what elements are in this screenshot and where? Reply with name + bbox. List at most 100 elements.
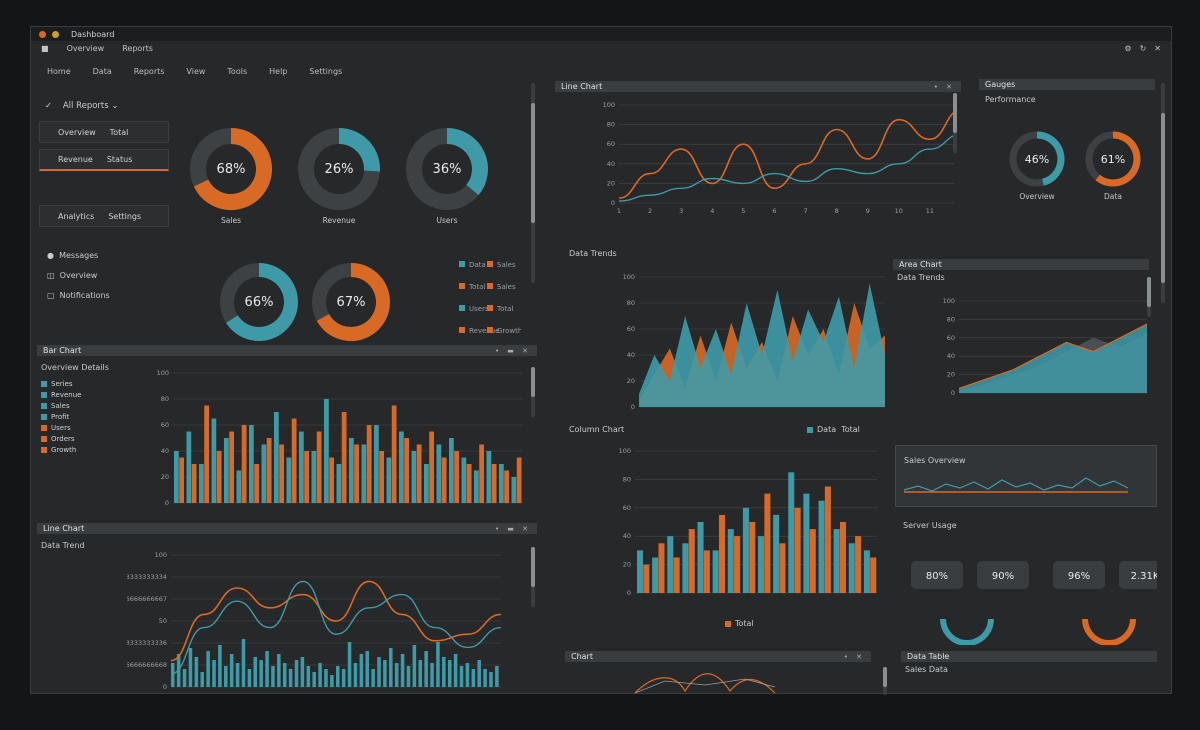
- refresh-icon[interactable]: ↻: [1139, 43, 1147, 53]
- bar-teal: [848, 543, 855, 593]
- bar-orange: [216, 451, 222, 503]
- axis-tick-label: 0: [163, 683, 167, 691]
- menu-item[interactable]: Settings: [309, 67, 343, 76]
- bar-teal: [311, 451, 317, 503]
- bar-teal: [667, 536, 674, 593]
- panel-title: Bar Chart: [43, 346, 82, 355]
- bar-teal: [299, 431, 304, 503]
- legend-swatch: [41, 392, 47, 398]
- panel-controls[interactable]: • ▬ ✕: [494, 346, 531, 355]
- bar-teal: [394, 663, 399, 687]
- sidebar-item-analytics[interactable]: Analytics Settings: [39, 205, 169, 227]
- menu-item[interactable]: Tools: [227, 67, 248, 76]
- legend-swatch: [459, 283, 465, 289]
- line-chart-panel: Line Chart• ✕ 02040608010012345678910111…: [555, 81, 961, 231]
- bar-orange: [366, 425, 372, 503]
- bar-teal: [758, 536, 765, 593]
- bar-teal: [833, 529, 840, 593]
- axis-tick-label: 0: [631, 403, 635, 411]
- legend-label: Sales: [51, 402, 70, 410]
- tab-reports[interactable]: Reports: [122, 43, 153, 53]
- axis-tick-label: 100: [155, 551, 167, 559]
- axis-tick-label: 100: [157, 369, 169, 377]
- scrollbar[interactable]: [883, 667, 887, 695]
- area-chart: 0 20 40 60 80 100: [623, 273, 885, 411]
- legend-swatch: [41, 436, 47, 442]
- bar-teal: [742, 507, 749, 593]
- x-tick-label: 10: [895, 207, 903, 215]
- minimize-window-icon[interactable]: [52, 30, 59, 38]
- bar-orange: [688, 529, 695, 593]
- menu-item[interactable]: Home: [47, 67, 71, 76]
- column-legend: Data Total: [807, 425, 860, 434]
- bar-orange: [341, 412, 347, 503]
- line-chart: 020406080100123456789101112: [603, 101, 955, 215]
- checkbox-icon: ▢: [47, 291, 55, 300]
- scrollbar[interactable]: [531, 367, 535, 417]
- bar-teal: [430, 663, 434, 687]
- scrollbar[interactable]: [953, 93, 957, 153]
- axis-tick-label: 50: [159, 617, 167, 625]
- settings-icon[interactable]: ⚙: [1124, 43, 1132, 53]
- bar-orange: [304, 451, 309, 503]
- axis-tick-label: 60: [161, 421, 169, 429]
- bar-orange: [734, 536, 741, 593]
- legend-item: Sales: [41, 401, 82, 412]
- menu-item[interactable]: Data: [92, 67, 112, 76]
- close-window-icon[interactable]: [39, 30, 46, 38]
- legend-swatch: [459, 327, 465, 333]
- bar-orange: [254, 464, 259, 503]
- sidebar-list-messages[interactable]: ● Messages: [47, 251, 99, 260]
- bar-teal: [206, 651, 210, 687]
- bar-orange: [479, 444, 484, 503]
- sidebar-item-revenue[interactable]: Revenue Status: [39, 149, 169, 171]
- bar-orange: [279, 444, 284, 503]
- legend-label: Revenue: [469, 327, 500, 335]
- bar-teal: [442, 657, 446, 687]
- donut-caption: Overview: [1019, 192, 1054, 201]
- menu-item[interactable]: Help: [269, 67, 288, 76]
- legend-label: Users: [469, 305, 489, 313]
- close-icon[interactable]: ✕: [1154, 43, 1161, 53]
- bar-orange: [658, 543, 665, 593]
- bar-orange: [516, 457, 522, 503]
- bar-teal: [336, 464, 342, 503]
- legend-item: Orders: [41, 434, 82, 445]
- sidebar-item-overview[interactable]: Overview Total: [39, 121, 169, 143]
- bar-orange: [855, 536, 862, 593]
- panel-controls[interactable]: • ✕: [933, 82, 955, 91]
- panel-controls[interactable]: • ✕: [843, 652, 865, 661]
- scrollbar[interactable]: [1161, 83, 1165, 303]
- donut-value: 46%: [1025, 153, 1049, 166]
- axis-tick-label: 40: [623, 532, 631, 540]
- tab-overview[interactable]: Overview: [66, 43, 105, 53]
- panel-title: Column Chart: [569, 425, 625, 434]
- legend-swatch: [41, 403, 47, 409]
- sidebar-list-notifications[interactable]: ▢ Notifications: [47, 291, 110, 300]
- menu-item[interactable]: Reports: [133, 67, 165, 76]
- axis-tick-label: 40: [947, 352, 955, 360]
- legend-label: Sales: [497, 261, 516, 269]
- bar-orange: [329, 457, 334, 503]
- legend-label: Orders: [51, 435, 75, 443]
- axis-tick-label: 60: [627, 325, 635, 333]
- scrollbar[interactable]: [531, 547, 535, 607]
- legend-swatch: [41, 425, 47, 431]
- axis-tick-label: 0: [611, 199, 615, 207]
- radio-icon: ●: [47, 251, 54, 260]
- menu-item[interactable]: View: [186, 67, 206, 76]
- sidebar-header[interactable]: ✓ All Reports ⌄: [45, 101, 119, 111]
- bar-teal: [495, 666, 499, 687]
- bar-orange: [179, 457, 184, 503]
- sidebar-list-overview[interactable]: ◫ Overview: [47, 271, 98, 280]
- axis-tick-label: 16.666666666666668: [127, 661, 167, 669]
- data-table-panel: Data Table Sales Data: [901, 651, 1157, 695]
- panel-controls[interactable]: • ▬ ✕: [494, 524, 531, 533]
- axis-tick-label: 20: [947, 371, 955, 379]
- scrollbar[interactable]: [1147, 277, 1151, 317]
- gauge-value: 90%: [992, 571, 1014, 582]
- scrollbar[interactable]: [531, 83, 535, 283]
- bar-teal: [171, 663, 175, 687]
- bar-teal: [412, 645, 417, 687]
- legend-label: Growth: [51, 446, 77, 454]
